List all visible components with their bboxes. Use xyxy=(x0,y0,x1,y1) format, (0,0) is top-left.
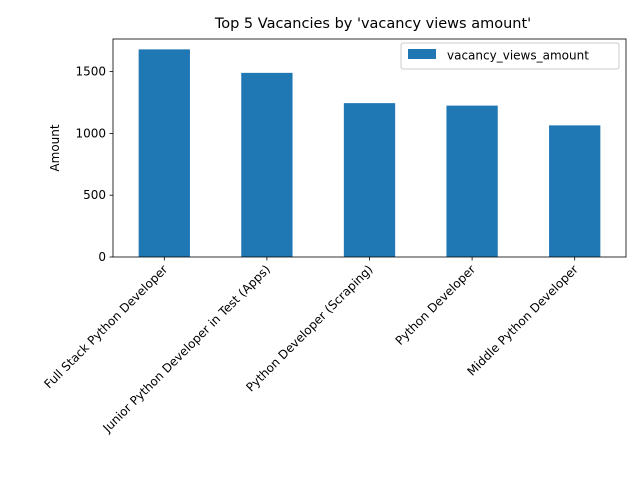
y-tick-label-3: 1500 xyxy=(75,65,106,79)
y-tick-label-0: 0 xyxy=(98,250,106,264)
x-tick-label-3: Python Developer xyxy=(393,262,479,348)
bar-2 xyxy=(343,103,396,257)
bar-0 xyxy=(138,49,190,257)
y-tick-label-2: 1000 xyxy=(75,126,106,140)
bar-3 xyxy=(446,105,498,257)
bar-1 xyxy=(241,72,293,257)
y-tick-label-1: 500 xyxy=(83,188,106,202)
legend: vacancy_views_amount xyxy=(400,42,620,70)
x-tick-label-4: Middle Python Developer xyxy=(464,262,580,378)
bar-4 xyxy=(549,125,601,257)
x-tick-label-0: Full Stack Python Developer xyxy=(41,262,170,391)
chart-title: Top 5 Vacancies by 'vacancy views amount… xyxy=(214,16,531,32)
x-tick-label-1: Junior Python Developer in Test (Apps) xyxy=(100,262,274,436)
legend-box xyxy=(400,42,620,70)
y-axis-label: Amount xyxy=(48,124,62,171)
legend-label: vacancy_views_amount xyxy=(447,49,589,63)
legend-swatch xyxy=(408,49,436,59)
y-axis-ticks: 0 500 1000 1500 xyxy=(75,65,113,264)
bars-group xyxy=(138,49,601,257)
x-tick-label-2: Python Developer (Scraping) xyxy=(243,262,375,394)
